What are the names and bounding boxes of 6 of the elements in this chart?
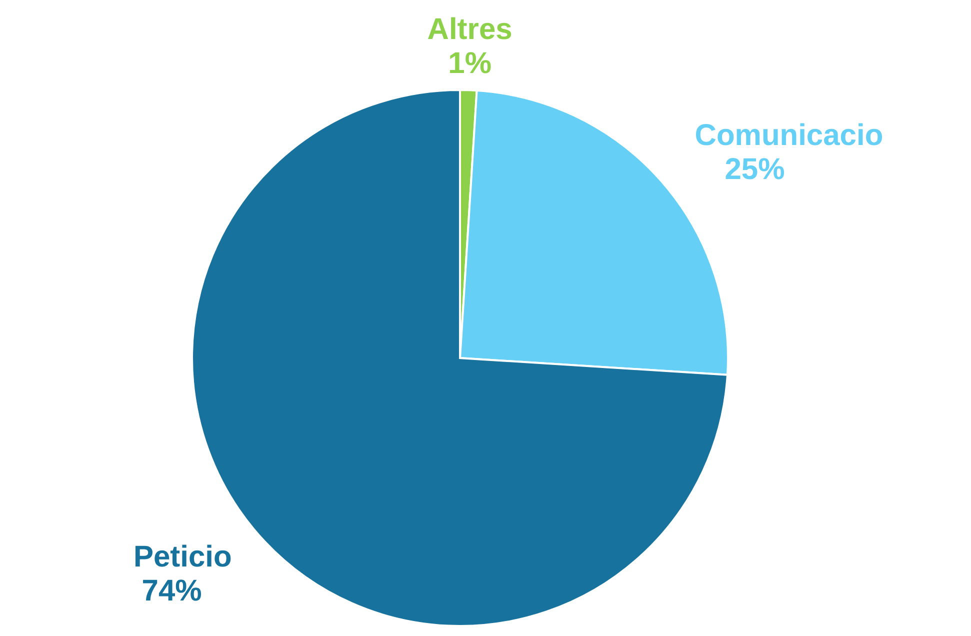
data-label: 1% <box>448 47 492 80</box>
data-label: 25% <box>724 153 785 186</box>
slice-label: Altres <box>427 13 512 46</box>
slice-label: Comunicacio <box>694 119 884 152</box>
slice-label: Peticio <box>133 540 232 574</box>
data-label: 74% <box>142 574 202 608</box>
